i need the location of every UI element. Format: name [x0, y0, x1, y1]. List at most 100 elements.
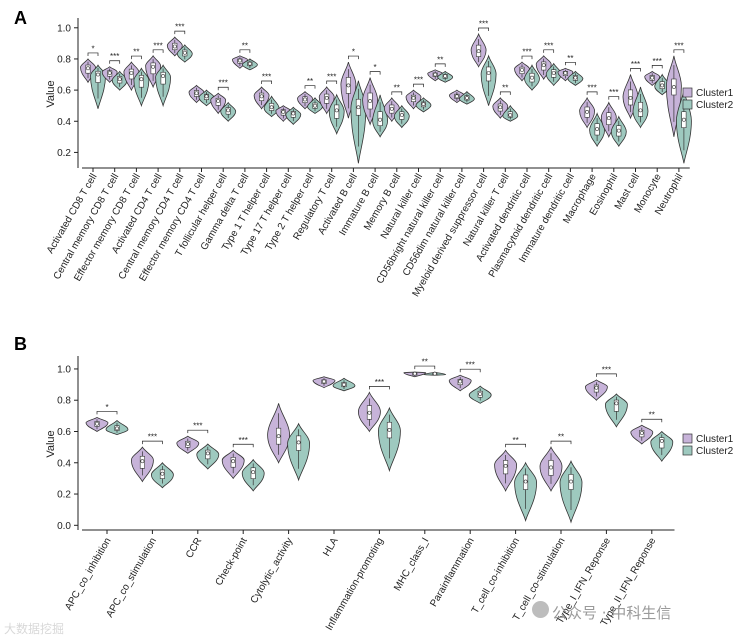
- median-point-cluster1: [140, 459, 145, 464]
- significance-label: **: [133, 48, 139, 57]
- significance-label: **: [437, 55, 443, 64]
- significance-label: ***: [193, 422, 202, 431]
- significance-label: **: [558, 433, 564, 442]
- y-tick-label: 0.2: [57, 148, 71, 159]
- significance-bracket: [586, 91, 598, 95]
- median-point-cluster1: [606, 116, 611, 121]
- median-point-cluster1: [324, 95, 329, 100]
- significance-label: ***: [110, 52, 119, 61]
- significance-bracket: [630, 68, 641, 72]
- median-point-cluster2: [464, 95, 469, 100]
- median-point-cluster2: [595, 127, 600, 131]
- y-tick-label: 0.8: [57, 396, 71, 407]
- significance-bracket: [673, 49, 685, 53]
- significance-bracket: [391, 91, 403, 95]
- median-point-cluster1: [368, 99, 373, 103]
- significance-label: ***: [153, 41, 162, 50]
- median-point-cluster1: [322, 379, 326, 384]
- significance-bracket: [369, 386, 390, 390]
- significance-bracket: [499, 91, 511, 95]
- median-point-cluster1: [95, 421, 99, 426]
- significance-bracket: [239, 49, 251, 53]
- significance-label: ***: [375, 378, 384, 387]
- median-point-cluster2: [523, 479, 528, 484]
- significance-label: ***: [674, 41, 683, 50]
- significance-label: *: [91, 44, 94, 53]
- median-point-cluster2: [432, 371, 437, 376]
- significance-label: ***: [262, 72, 271, 81]
- median-point-cluster1: [172, 44, 177, 49]
- legend-swatch: [682, 99, 693, 110]
- significance-bracket: [369, 71, 381, 75]
- significance-bracket: [543, 49, 555, 53]
- significance-label: **: [567, 54, 573, 63]
- median-point-cluster2: [573, 75, 578, 80]
- y-tick-label: 0.8: [57, 54, 71, 65]
- median-point-cluster2: [204, 94, 209, 99]
- median-point-cluster2: [251, 470, 256, 475]
- significance-bracket: [651, 65, 663, 69]
- median-point-cluster2: [682, 117, 686, 122]
- significance-label: **: [502, 83, 508, 92]
- significance-label: ***: [239, 436, 248, 445]
- significance-label: ***: [327, 72, 336, 81]
- y-tick-label: 1.0: [57, 364, 71, 375]
- median-point-cluster1: [541, 63, 546, 68]
- significance-bracket: [326, 80, 338, 84]
- significance-bracket: [505, 443, 526, 448]
- y-tick-label: 0.4: [57, 117, 71, 128]
- median-point-cluster2: [205, 451, 210, 456]
- significance-bracket: [459, 368, 481, 373]
- panel-label-A: A: [14, 8, 27, 28]
- x-tick-label: Parainflammation: [428, 536, 476, 609]
- median-point-cluster2: [334, 108, 339, 113]
- median-point-cluster1: [520, 67, 524, 72]
- significance-bracket: [565, 61, 576, 66]
- legend-label: Cluster2: [696, 100, 734, 111]
- significance-bracket: [434, 63, 446, 67]
- significance-bracket: [478, 27, 489, 32]
- y-tick-label: 0.0: [57, 521, 71, 532]
- panel-label-B: B: [14, 334, 27, 354]
- median-point-cluster1: [672, 85, 676, 89]
- significance-bracket: [152, 49, 164, 53]
- significance-label: ***: [479, 20, 488, 29]
- wechat-badge-icon: [532, 601, 549, 618]
- legend-swatch: [682, 433, 693, 444]
- x-tick-label: T_cell_co-inhibition: [470, 536, 522, 616]
- median-point-cluster1: [628, 95, 633, 100]
- significance-label: ***: [175, 23, 184, 32]
- significance-bracket: [521, 55, 533, 60]
- median-point-cluster1: [412, 371, 417, 376]
- legend-swatch: [682, 445, 693, 456]
- median-point-cluster2: [291, 111, 296, 116]
- median-point-cluster2: [486, 71, 491, 75]
- significance-bracket: [550, 440, 572, 445]
- significance-bracket: [596, 373, 617, 377]
- significance-label: *: [374, 63, 377, 72]
- significance-label: **: [422, 358, 428, 367]
- x-tick-label: APC_co_inhibition: [63, 536, 113, 612]
- box-cluster2: [659, 437, 665, 449]
- box-cluster2: [613, 399, 619, 412]
- median-point-cluster2: [378, 117, 383, 122]
- median-point-cluster1: [563, 71, 568, 75]
- significance-bracket: [96, 411, 118, 415]
- median-point-cluster2: [96, 72, 100, 77]
- significance-bracket: [348, 55, 359, 60]
- significance-bracket: [414, 365, 436, 370]
- significance-label: ***: [587, 83, 596, 92]
- chart-panel-B: B 0.0 0.2 0.4 0.6 0.8 1.0 Value * APC_co_inhibiti…: [14, 334, 734, 632]
- median-point-cluster1: [639, 431, 644, 435]
- box-cluster2: [160, 71, 166, 85]
- median-point-cluster2: [551, 71, 556, 75]
- significance-label: **: [512, 436, 518, 445]
- significance-label: ***: [609, 88, 618, 97]
- x-tick-label: HLA: [321, 536, 340, 559]
- median-point-cluster1: [389, 106, 394, 111]
- median-point-cluster2: [443, 74, 448, 78]
- median-point-cluster1: [151, 64, 156, 69]
- median-point-cluster1: [107, 71, 112, 75]
- median-point-cluster2: [139, 77, 144, 82]
